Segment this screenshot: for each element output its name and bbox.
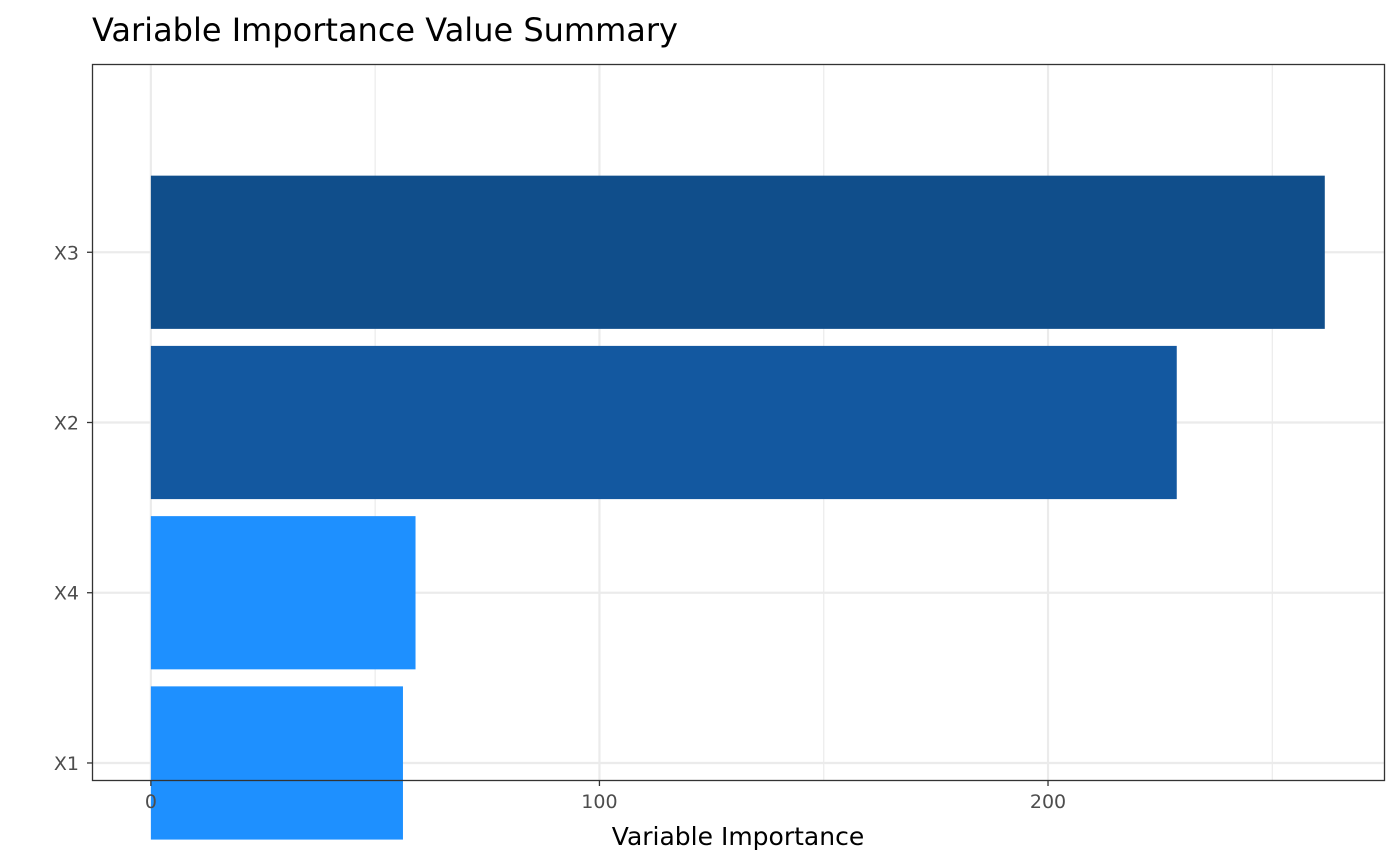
- y-tick-label: X1: [54, 753, 79, 775]
- bar-x1: [150, 686, 403, 840]
- x-axis-title: Variable Importance: [612, 822, 864, 851]
- bar-x3: [150, 175, 1325, 329]
- y-tick-label: X2: [54, 413, 79, 435]
- x-axis: 0 100 200: [145, 780, 1066, 813]
- bar-x2: [150, 345, 1177, 500]
- y-tick-label: X4: [54, 583, 79, 605]
- bars: [150, 175, 1325, 840]
- y-axis: X3 X2 X4 X1: [54, 242, 93, 775]
- y-tick-label: X3: [54, 242, 79, 264]
- chart-title: Variable Importance Value Summary: [92, 11, 678, 49]
- x-tick-label: 0: [145, 791, 157, 813]
- x-tick-label: 200: [1030, 791, 1066, 813]
- bar-x4: [150, 516, 416, 670]
- x-tick-label: 100: [581, 791, 617, 813]
